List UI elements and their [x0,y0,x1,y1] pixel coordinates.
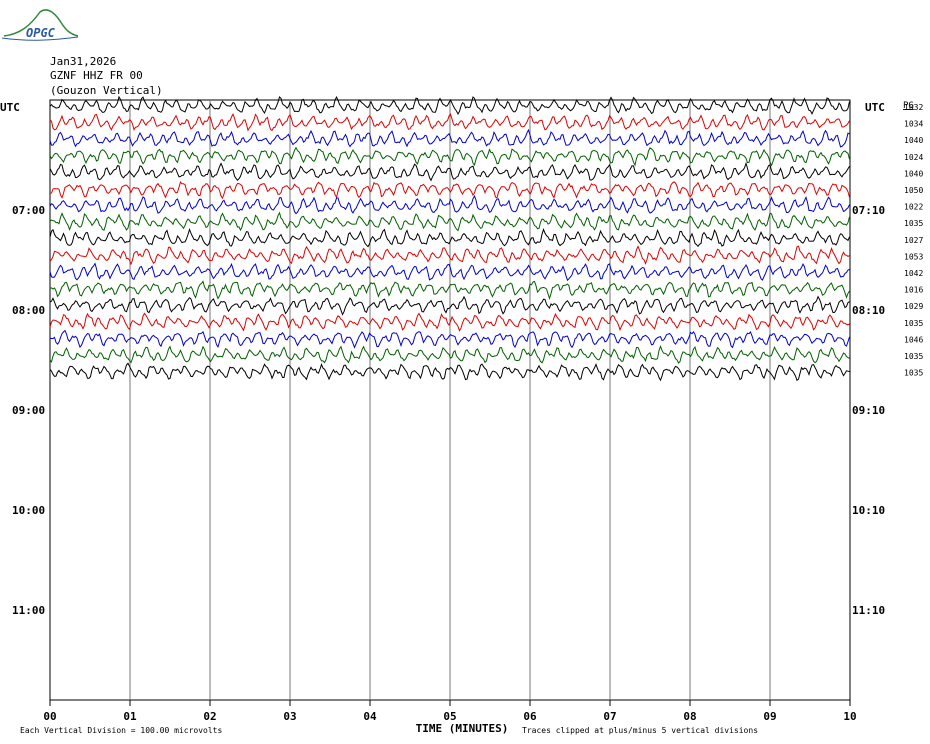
trace-value-label: 1053 [904,252,923,261]
trace-value-label: 1042 [904,269,923,278]
seismic-trace [49,362,850,382]
seismic-trace [49,211,850,232]
trace-value-label: 1032 [904,103,923,112]
trace-value-label: 1035 [904,319,923,328]
trace-value-label: 1035 [904,352,923,361]
seismic-trace [49,329,850,349]
right-axis-label: UTC [865,101,885,114]
header-station: GZNF HHZ FR 00 [50,69,143,82]
seismic-trace [49,312,850,332]
x-tick-label: 05 [443,710,456,723]
seismic-trace [49,95,850,116]
trace-value-label: 1035 [904,219,923,228]
logo-mountain-icon [3,9,79,37]
x-tick-label: 07 [603,710,616,723]
x-tick-label: 00 [43,710,56,723]
x-tick-label: 03 [283,710,296,723]
seismic-trace [49,161,850,182]
trace-value-label: 1035 [904,369,923,378]
x-tick-label: 02 [203,710,216,723]
seismic-trace [49,227,850,248]
trace-value-label: 1029 [904,302,923,311]
seismic-trace [49,344,850,364]
trace-value-label: 1027 [904,236,923,245]
right-hour-label: 09:10 [852,404,885,417]
x-tick-label: 10 [843,710,856,723]
trace-value-label: 1040 [904,136,923,145]
left-axis-label: UTC [0,101,20,114]
x-tick-label: 01 [123,710,137,723]
trace-value-label: 1040 [904,169,923,178]
header-date: Jan31,2026 [50,55,117,68]
x-tick-label: 06 [523,710,537,723]
logo-text: OPGC [26,26,55,40]
pg-label: PG [903,101,914,111]
right-hour-label: 10:10 [852,504,885,517]
x-axis-title: TIME (MINUTES) [416,722,509,735]
footer-scale-note: Each Vertical Division = 100.00 microvol… [20,726,222,735]
trace-value-label: 1016 [904,286,923,295]
right-hour-label: 11:10 [852,604,885,617]
trace-value-label: 1034 [904,120,923,129]
seismic-trace [49,245,850,266]
seismic-trace [49,128,850,148]
trace-value-label: 1050 [904,186,923,195]
seismic-trace [49,194,850,215]
seismic-trace [49,262,850,282]
opgc-logo [1,9,79,41]
right-hour-label: 07:10 [852,204,885,217]
header-location: (Gouzon Vertical) [50,84,163,97]
right-hour-label: 08:10 [852,304,885,317]
logo-swoosh-icon [1,36,79,41]
trace-value-label: 1022 [904,203,923,212]
left-hour-label: 10:00 [12,504,45,517]
trace-value-label: 1046 [904,335,923,344]
seismic-trace [49,180,850,200]
left-hour-label: 07:00 [12,204,45,217]
seismic-trace [49,112,850,132]
left-hour-label: 08:00 [12,304,45,317]
x-tick-label: 09 [763,710,776,723]
left-hour-label: 09:00 [12,404,45,417]
seismic-trace [49,280,850,301]
x-tick-label: 08 [683,710,696,723]
left-hour-label: 11:00 [12,604,45,617]
footer-clip-note: Traces clipped at plus/minus 5 vertical … [522,726,758,735]
seismic-trace [49,295,850,316]
seismic-trace [49,146,850,167]
trace-value-label: 1024 [904,153,923,162]
x-tick-label: 04 [363,710,377,723]
